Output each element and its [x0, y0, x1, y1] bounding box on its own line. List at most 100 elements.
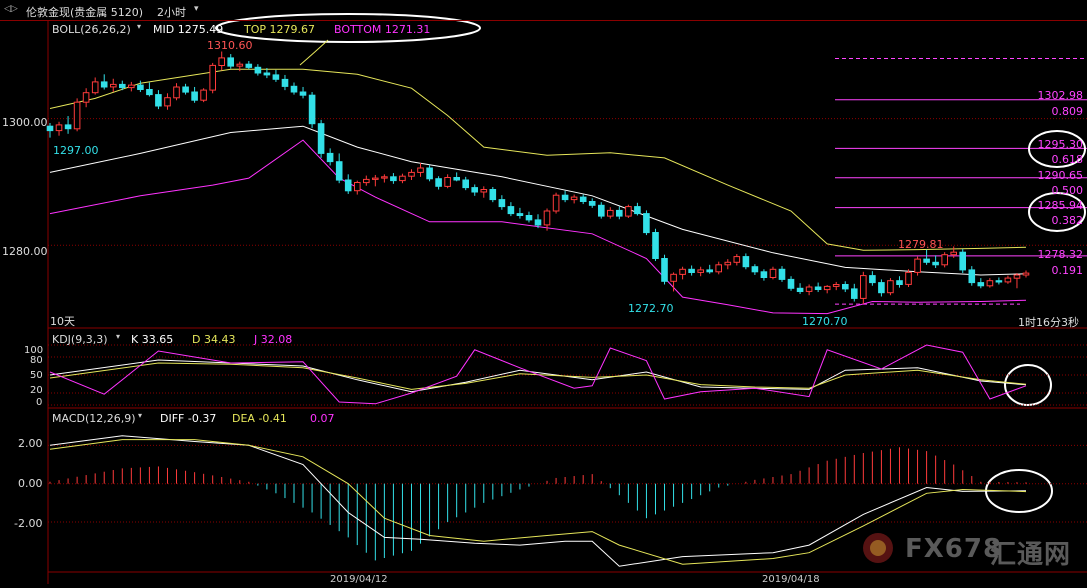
annotation-ellipse-kdj	[1004, 364, 1052, 406]
x-date-0: 2019/04/12	[330, 574, 388, 585]
macd-dropdown-icon[interactable]: ▾	[138, 411, 143, 420]
candle-body	[236, 63, 244, 67]
period-label[interactable]: 2小时	[157, 6, 186, 19]
fib-ratio-0: 0.809	[1051, 105, 1084, 118]
kdj-tick-0: 0	[36, 397, 43, 408]
back-forward-icon[interactable]: ◁▷	[4, 4, 18, 14]
candle-body	[652, 232, 659, 259]
candle-body	[787, 278, 795, 289]
candle-body	[625, 206, 632, 217]
candle-body	[128, 84, 135, 89]
high-price-label: 1310.60	[207, 39, 253, 52]
candle-body	[932, 261, 939, 266]
candle-body	[706, 269, 714, 273]
fx678-logo-icon	[860, 530, 896, 573]
kdj-tick-50: 50	[30, 370, 43, 381]
candle-body	[607, 209, 614, 217]
candle-body	[344, 179, 352, 192]
candle-body	[661, 258, 668, 282]
candle-body	[688, 268, 695, 273]
kdj-dropdown-icon[interactable]: ▾	[116, 332, 121, 341]
boll-bottom-value: BOTTOM 1271.31	[334, 23, 431, 36]
boll-mid-line	[49, 125, 1027, 276]
candle-body	[281, 78, 289, 87]
candle-body	[119, 83, 126, 89]
candle-body	[616, 209, 623, 217]
candle-body	[164, 97, 171, 107]
candle-body	[570, 196, 578, 201]
candle-body	[417, 167, 424, 173]
annotation-ellipse-boll	[215, 13, 481, 43]
candle-body	[860, 275, 867, 299]
recent-high-label: 1279.81	[898, 238, 944, 251]
macd-diff-value: DIFF -0.37	[160, 412, 217, 425]
low-price-label-2: 1270.70	[802, 315, 848, 328]
boll-indicator-name[interactable]: BOLL(26,26,2)	[52, 23, 131, 36]
boll-dropdown-icon[interactable]: ▾	[137, 22, 142, 31]
fib-price-0: 1302.98	[1037, 89, 1084, 102]
annotation-ellipse-0382	[1028, 192, 1086, 232]
candle-body	[408, 171, 415, 177]
candle-body	[381, 176, 388, 179]
candle-body	[950, 251, 958, 256]
fib-ratio-3: 0.382	[1051, 214, 1084, 227]
candle-body	[100, 81, 108, 88]
candle-body	[426, 167, 433, 180]
y-tick-1300: 1300.00	[2, 116, 48, 129]
toolbar: ◁▷ 伦敦金现(贵金属 5120) 2小时 ▾	[0, 0, 1087, 21]
candle-body	[715, 264, 723, 273]
candle-body	[959, 251, 967, 271]
boll-top-line	[49, 68, 1027, 251]
candle-body	[471, 187, 478, 193]
chevron-down-icon[interactable]: ▾	[194, 4, 199, 14]
candle-body	[679, 268, 686, 275]
candle-body	[634, 206, 641, 215]
candle-body	[941, 254, 949, 266]
candle-body	[290, 85, 298, 93]
kdj-tick-80: 80	[30, 355, 43, 366]
candle-body	[751, 266, 759, 273]
fib-price-1: 1295.30	[1037, 138, 1084, 151]
candle-body	[823, 285, 831, 291]
candle-body	[697, 269, 705, 273]
candle-body	[968, 269, 976, 284]
kdj-k-value: K 33.65	[131, 333, 174, 346]
candle-body	[191, 91, 198, 101]
kdj-line-k	[49, 359, 1027, 393]
candle-body	[579, 196, 587, 203]
candle-body	[182, 86, 189, 93]
candle-body	[435, 178, 442, 187]
candle-body	[46, 125, 54, 132]
ten-day-label: 10天	[50, 315, 75, 328]
candle-body	[543, 210, 551, 226]
kdj-indicator-name[interactable]: KDJ(9,3,3)	[52, 333, 108, 346]
candle-body	[914, 258, 921, 273]
start-price-label: 1297.00	[53, 144, 99, 157]
kdj-line-j	[49, 344, 1027, 405]
kdj-j-value: J 32.08	[254, 333, 293, 346]
candle-body	[986, 280, 994, 287]
candle-body	[308, 94, 316, 125]
candle-body	[173, 86, 180, 99]
watermark-brand: FX678	[905, 534, 1003, 564]
candle-body	[335, 161, 343, 181]
macd-tick-neg2: -2.00	[14, 517, 43, 530]
macd-indicator-name[interactable]: MACD(12,26,9)	[52, 412, 136, 425]
candle-body	[399, 175, 406, 182]
candle-body	[209, 64, 216, 91]
candle-body	[91, 81, 99, 94]
macd-dea-value: DEA -0.41	[232, 412, 287, 425]
symbol-title[interactable]: 伦敦金现(贵金属 5120)	[26, 6, 144, 19]
candle-body	[552, 194, 560, 212]
boll-bottom-line	[49, 139, 1027, 315]
candle-body	[200, 89, 207, 101]
candle-body	[643, 213, 650, 234]
countdown-label: 1时16分3秒	[1018, 316, 1079, 329]
candle-body	[525, 215, 533, 221]
candle-body	[245, 63, 253, 68]
candle-body	[832, 284, 840, 287]
watermark-cn: 汇通网	[990, 540, 1072, 570]
boll-top-value: TOP 1279.67	[244, 23, 315, 36]
